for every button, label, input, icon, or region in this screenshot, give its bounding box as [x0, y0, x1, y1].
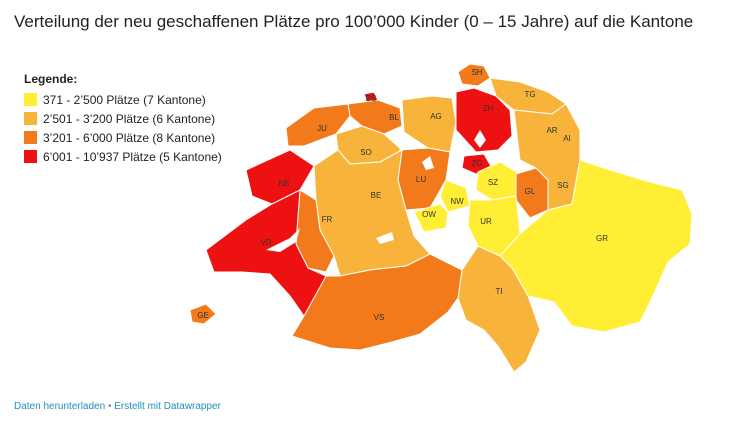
lake-shape	[376, 232, 394, 244]
lake-shape	[422, 156, 434, 170]
canton-label-vd: VD	[260, 238, 271, 247]
canton-label-sh: SH	[471, 68, 482, 77]
canton-label-ge: GE	[197, 311, 209, 320]
legend-item: 371 - 2’500 Plätze (7 Kantone)	[24, 90, 222, 109]
legend: Legende: 371 - 2’500 Plätze (7 Kantone) …	[24, 72, 222, 166]
canton-label-be: BE	[371, 191, 382, 200]
canton-label-gl: GL	[525, 187, 536, 196]
canton-label-fr: FR	[322, 215, 333, 224]
canton-label-ar: AR	[546, 126, 557, 135]
canton-label-tg: TG	[524, 90, 535, 99]
canton-label-zh: ZH	[483, 104, 494, 113]
canton-label-vs: VS	[374, 313, 385, 322]
canton-label-so: SO	[360, 148, 372, 157]
legend-item: 3’201 - 6’000 Plätze (8 Kantone)	[24, 128, 222, 147]
footer: Daten herunterladen • Erstellt mit Dataw…	[14, 401, 221, 412]
canton-label-ne: NE	[278, 179, 289, 188]
lake-shape	[474, 130, 486, 148]
legend-label: 2’501 - 3’200 Plätze (6 Kantone)	[43, 111, 216, 126]
canton-vs[interactable]	[291, 253, 463, 351]
legend-swatch	[24, 150, 37, 163]
legend-swatch	[24, 93, 37, 106]
legend-item: 2’501 - 3’200 Plätze (6 Kantone)	[24, 109, 222, 128]
legend-swatch	[24, 131, 37, 144]
canton-label-ai: AI	[563, 134, 571, 143]
canton-label-nw: NW	[450, 197, 464, 206]
canton-bl[interactable]	[347, 99, 403, 135]
lake-shape	[266, 228, 300, 252]
canton-ge[interactable]	[189, 303, 217, 325]
canton-label-bl: BL	[389, 113, 399, 122]
canton-label-ur: UR	[480, 217, 492, 226]
footer-separator: •	[105, 401, 115, 412]
canton-label-lu: LU	[416, 175, 426, 184]
canton-ju[interactable]	[285, 103, 351, 147]
canton-label-ag: AG	[430, 112, 442, 121]
canton-ow[interactable]	[413, 203, 449, 233]
canton-ag[interactable]	[401, 95, 457, 153]
canton-label-sg: SG	[557, 181, 569, 190]
canton-label-bs: BS	[366, 94, 377, 103]
canton-label-gr: GR	[596, 234, 608, 243]
map-title: Verteilung der neu geschaffenen Plätze p…	[14, 12, 694, 31]
legend-label: 3’201 - 6’000 Plätze (8 Kantone)	[43, 130, 216, 145]
datawrapper-credit-link[interactable]: Erstellt mit Datawrapper	[114, 401, 221, 412]
legend-label: 6’001 - 10’937 Plätze (5 Kantone)	[43, 149, 222, 164]
download-data-link[interactable]: Daten herunterladen	[14, 401, 106, 412]
canton-label-ju: JU	[317, 124, 327, 133]
legend-label: 371 - 2’500 Plätze (7 Kantone)	[43, 92, 206, 107]
canton-label-sz: SZ	[488, 178, 498, 187]
canton-zh[interactable]	[455, 87, 513, 153]
canton-label-ti: TI	[495, 287, 502, 296]
canton-nw[interactable]	[439, 179, 471, 213]
legend-title: Legende:	[24, 72, 78, 86]
legend-item: 6’001 - 10’937 Plätze (5 Kantone)	[24, 147, 222, 166]
canton-label-ow: OW	[422, 210, 436, 219]
legend-swatch	[24, 112, 37, 125]
canton-label-zg: ZG	[471, 159, 482, 168]
